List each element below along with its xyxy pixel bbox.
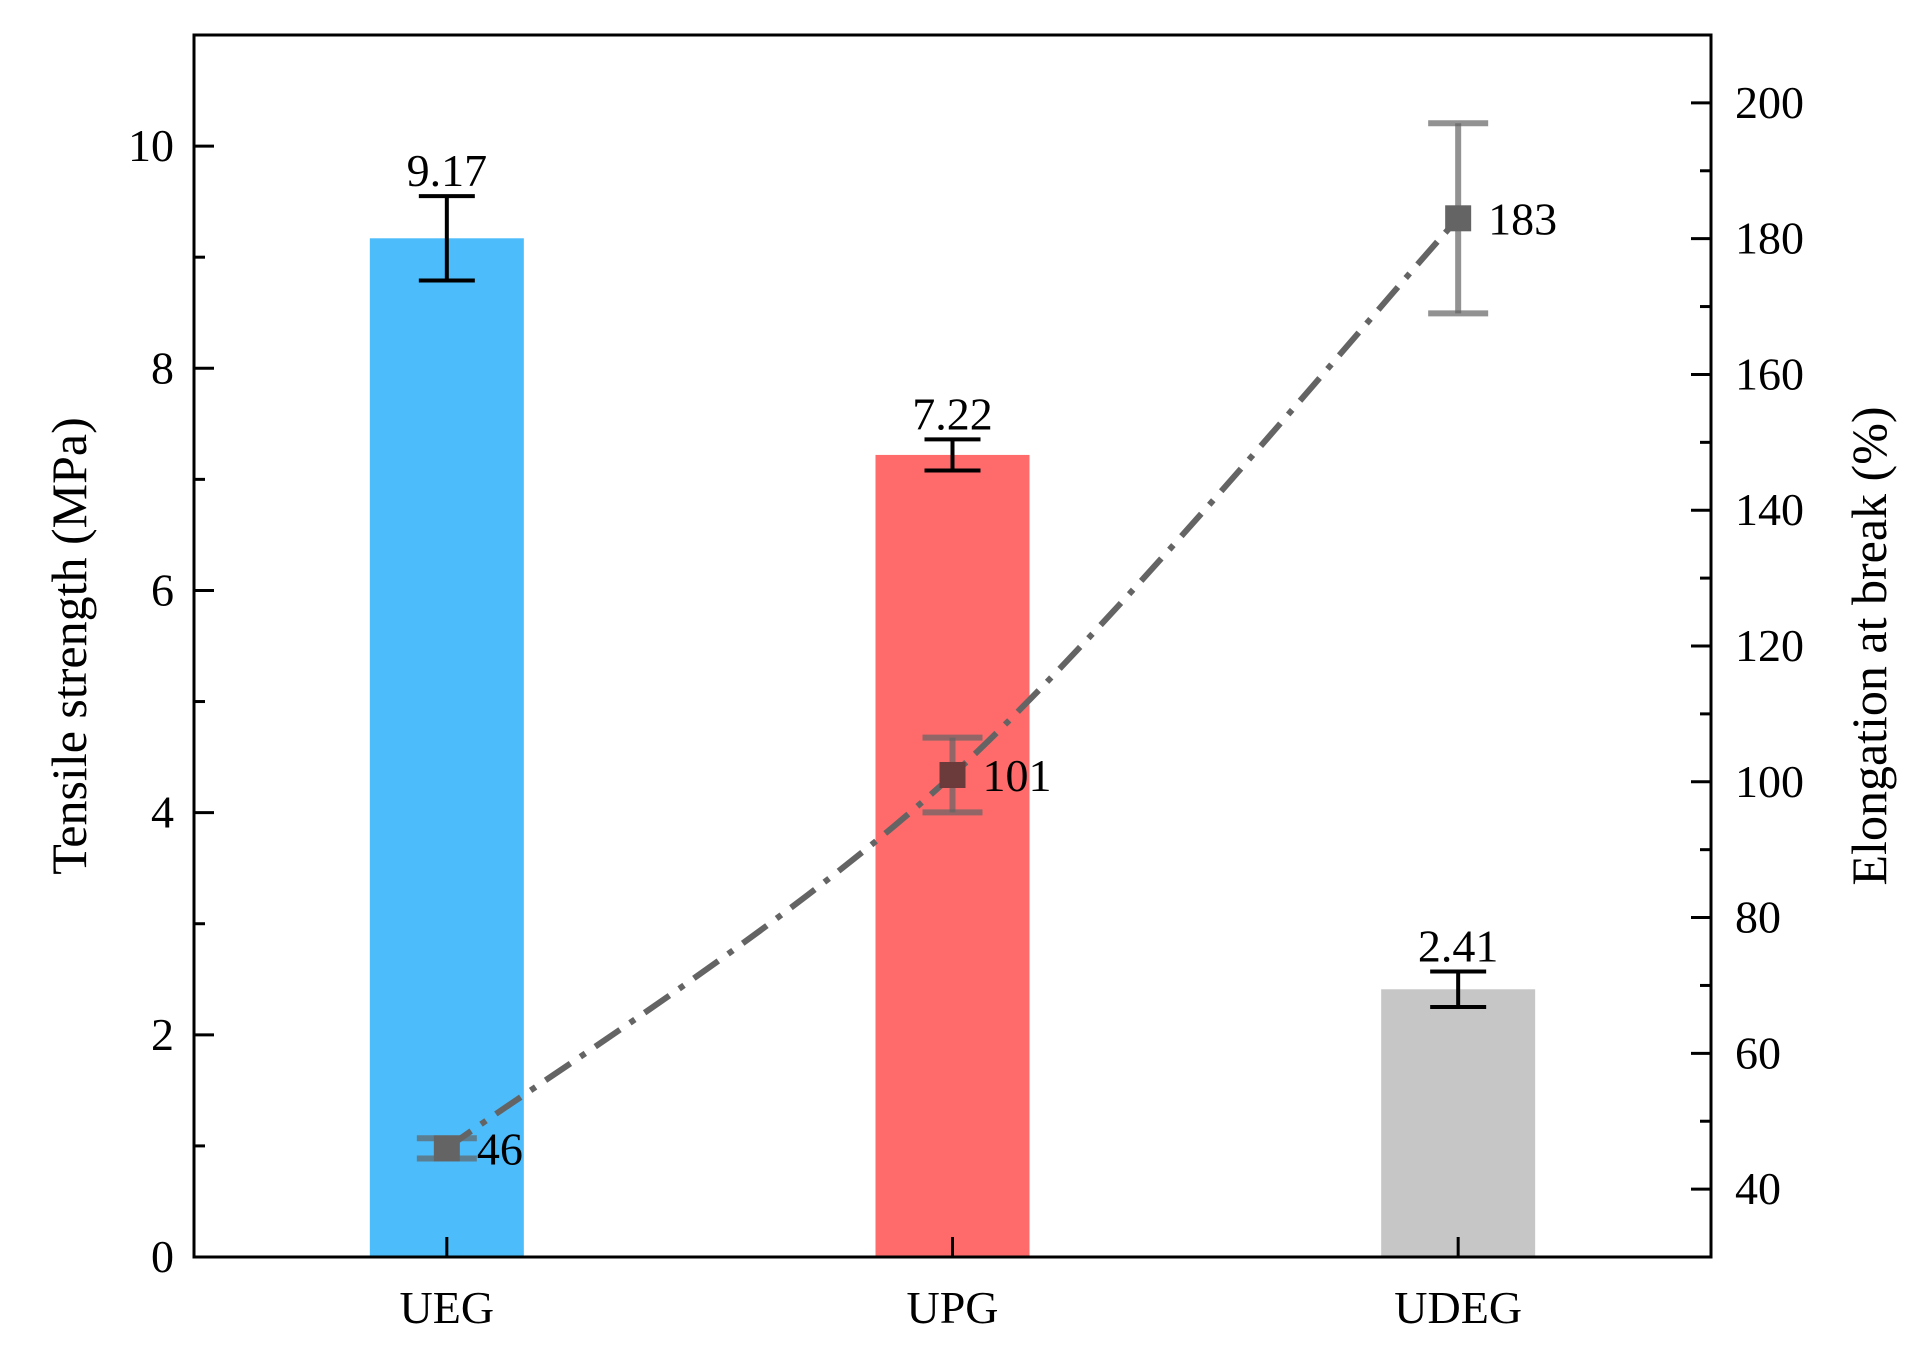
marker-upg [939,761,966,788]
bar-error-bar-udeg [1430,969,1487,1010]
right-axis: 40 60 80 100 120 140 160 180 200 [1691,33,1804,1259]
x-tick-label: UEG [400,1282,495,1333]
right-tick-label: 60 [1735,1027,1781,1078]
bars-layer [369,238,1536,1257]
right-tick-label: 200 [1735,77,1804,128]
bar-ueg [369,238,524,1257]
left-tick-label: 2 [151,1009,174,1060]
bar-value-label: 2.41 [1418,920,1499,971]
x-tick-label: UPG [906,1282,998,1333]
elongation-series [416,120,1489,1162]
bar-udeg [1381,989,1536,1257]
marker-udeg [1445,205,1472,232]
bar-error-bars [418,194,1487,1010]
right-axis-title: Elongation at break (%) [1841,407,1897,886]
right-tick-label: 180 [1735,213,1804,264]
left-tick-label: 4 [151,787,174,838]
left-tick-label: 6 [151,564,174,615]
line-value-label: 183 [1488,193,1557,244]
bar-value-label: 9.17 [407,145,488,196]
left-tick-label: 10 [128,120,174,171]
left-tick-label: 8 [151,342,174,393]
bar-error-bar-ueg [418,194,475,283]
bar-error-bar-upg [924,437,981,473]
line-value-label: 46 [477,1123,523,1174]
left-axis: 0 2 4 6 8 10 [128,33,214,1282]
right-tick-label: 160 [1735,348,1804,399]
left-tick-label: 0 [151,1231,174,1282]
left-axis-title: Tensile strength (MPa) [41,417,97,875]
right-tick-label: 140 [1735,484,1804,535]
right-tick-label: 40 [1735,1163,1781,1214]
right-tick-label: 100 [1735,756,1804,807]
bar-value-label: 7.22 [912,388,993,439]
marker-ueg [433,1135,460,1162]
right-tick-label: 80 [1735,892,1781,943]
data-labels: 9.17 7.22 2.41 46 101 183 [407,145,1558,1174]
right-tick-label: 120 [1735,620,1804,671]
line-value-label: 101 [983,750,1052,801]
x-tick-label: UDEG [1394,1282,1522,1333]
bar-upg [875,454,1030,1257]
x-axis: UEG UPG UDEG [400,1237,1522,1333]
